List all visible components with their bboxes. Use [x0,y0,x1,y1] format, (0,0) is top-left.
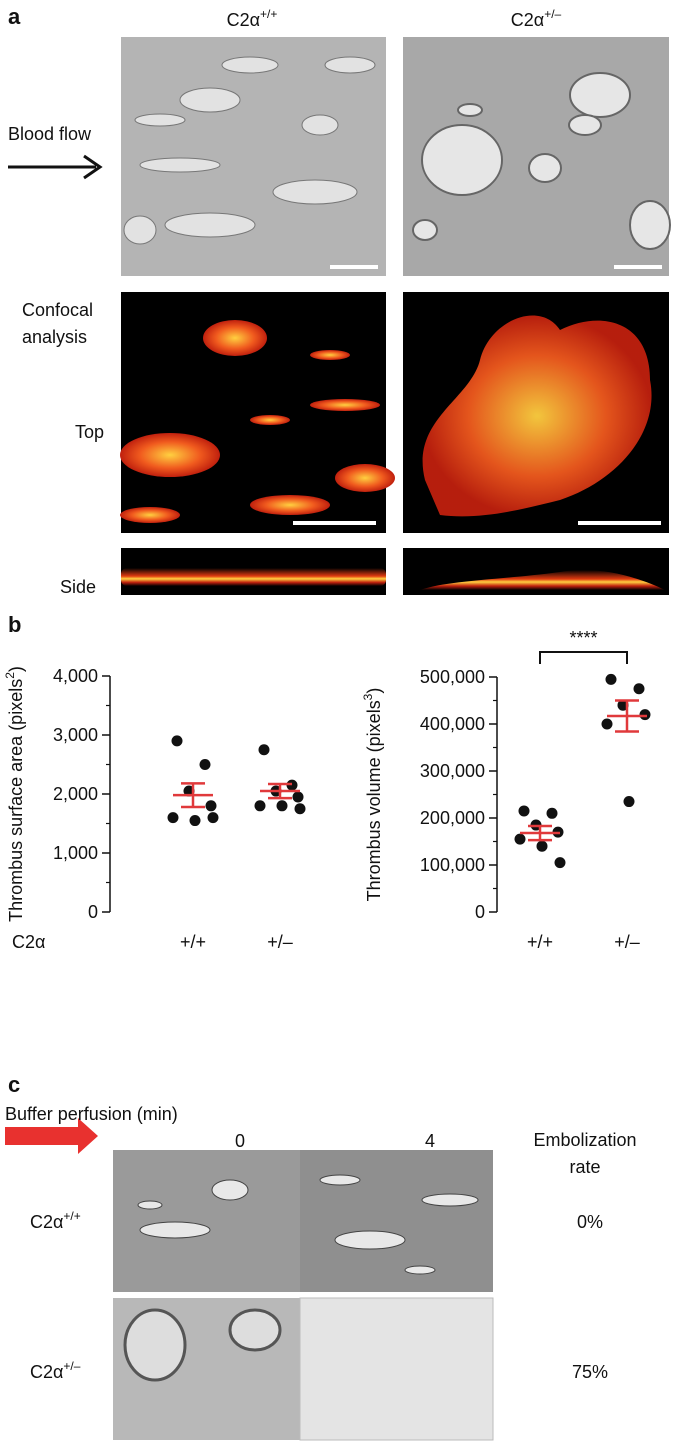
y-tick-label: 4,000 [53,666,98,686]
rate-header: rate [569,1157,600,1177]
panel-label: b [8,612,21,637]
y-tick-label: 100,000 [420,855,485,875]
rate-value: 75% [572,1362,608,1382]
data-point [601,718,613,730]
data-point [199,759,211,770]
x-tick-label: +/– [267,932,293,952]
data-point [254,800,266,812]
y-tick-label: 0 [88,902,98,922]
rate-header: Embolization [533,1130,636,1150]
buffer-label: Buffer perfusion (min) [5,1104,178,1124]
side-label: Side [60,577,96,597]
top-label: Top [75,422,104,442]
perfusion-arrow [5,1118,98,1154]
perfusion-images [113,1150,494,1441]
data-point [258,744,270,756]
significance-label: **** [569,628,597,648]
time-label: 4 [425,1131,435,1151]
confocal-label: analysis [22,327,87,347]
data-point [205,800,217,812]
data-point [207,812,219,824]
flow-arrowhead [83,154,103,180]
x-tick-label: +/+ [180,932,206,952]
data-point [633,683,645,695]
y-tick-label: 200,000 [420,808,485,828]
data-point [171,735,183,747]
y-axis-label: Thrombus volume (pixels3) [361,688,384,902]
x-tick-label: +/+ [527,932,553,952]
row-label: C2α+/– [30,1359,81,1382]
data-point [623,796,635,808]
data-point [536,840,548,852]
row-label: C2α+/+ [30,1209,81,1232]
column-header: C2α+/+ [227,7,278,30]
y-label-sup: 3 [361,693,375,700]
data-point [189,815,201,827]
panel-label: c [8,1072,20,1097]
confocal-side-left [121,548,386,606]
panel-label: a [8,4,21,29]
data-point [292,791,304,803]
y-label-sup: 2 [3,672,17,679]
confocal-side-right [403,548,669,606]
data-point [639,709,651,721]
flow-label: Blood flow [8,124,92,144]
y-label-tail: ) [6,666,26,672]
data-point [605,673,617,685]
time-label: 0 [235,1131,245,1151]
y-tick-label: 400,000 [420,714,485,734]
data-point [514,833,526,845]
data-point [276,800,288,812]
data-point [518,805,530,817]
y-label-text: Thrombus volume (pixels [364,700,384,901]
y-label-tail: ) [364,688,384,694]
confocal-label: Confocal [22,300,93,320]
y-tick-label: 300,000 [420,761,485,781]
rate-value: 0% [577,1212,603,1232]
y-tick-label: 0 [475,902,485,922]
data-point [554,857,566,869]
data-point [294,803,306,815]
y-label-text: Thrombus surface area (pixels [6,679,26,922]
brightfield-left [121,37,386,276]
column-header: C2α+/– [511,7,562,30]
y-tick-label: 2,000 [53,784,98,804]
y-axis-label: Thrombus surface area (pixels2) [3,666,26,922]
brightfield-right [403,37,671,276]
y-tick-label: 3,000 [53,725,98,745]
confocal-top-right [403,292,669,533]
confocal-top-left [120,292,395,533]
y-tick-label: 500,000 [420,667,485,687]
x-axis-label: C2α [12,932,45,952]
significance-bracket [539,651,628,664]
data-point [167,812,179,824]
x-tick-label: +/– [614,932,640,952]
y-tick-label: 1,000 [53,843,98,863]
data-point [546,807,558,819]
